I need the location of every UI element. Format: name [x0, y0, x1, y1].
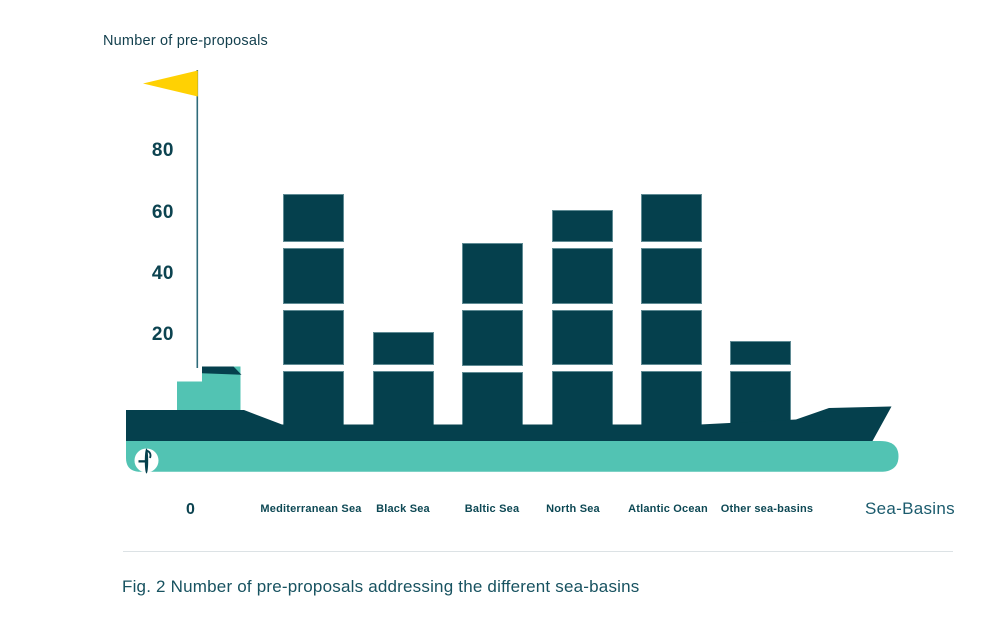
container-segment — [283, 194, 344, 243]
container-segment — [373, 371, 434, 430]
ship-waterline-stripe — [126, 441, 899, 472]
y-tick-label: 60 — [151, 201, 174, 223]
ship-bridge — [177, 366, 242, 413]
bridge-roof — [202, 366, 242, 375]
container-segment — [730, 371, 791, 430]
container-segment — [641, 309, 702, 366]
caption-divider — [123, 551, 953, 552]
bar-black-sea — [373, 332, 434, 430]
container-segment — [552, 248, 613, 304]
x-tick-label: Mediterranean Sea — [260, 503, 362, 515]
y-tick-label: 80 — [151, 140, 174, 162]
bar-mediterranean-sea — [283, 194, 344, 430]
bar-baltic-sea — [462, 243, 523, 430]
x-tick-label: Black Sea — [376, 503, 430, 515]
container-segment — [641, 248, 702, 304]
container-segment — [552, 309, 613, 366]
container-segment — [641, 371, 702, 430]
propeller-icon — [134, 448, 159, 474]
container-segment — [373, 332, 434, 366]
y-tick-label: 40 — [151, 262, 174, 284]
x-tick-label: Baltic Sea — [464, 503, 520, 515]
container-segment — [283, 371, 344, 430]
origin-tick-label: 0 — [186, 501, 195, 518]
bar-north-sea — [552, 209, 613, 430]
container-segment — [641, 194, 702, 243]
container-segment — [283, 309, 344, 366]
container-segment — [462, 371, 523, 430]
container-segment — [283, 248, 344, 304]
x-tick-label: Other sea-basins — [720, 503, 814, 515]
container-segment — [462, 243, 523, 304]
y-tick-label: 20 — [151, 324, 174, 346]
bar-other-sea-basins — [730, 341, 791, 430]
y-axis-title: Number of pre-proposals — [103, 33, 268, 49]
x-axis-title: Sea-Basins — [865, 499, 955, 518]
flag-icon — [143, 70, 198, 97]
container-segment — [552, 371, 613, 430]
x-tick-label: Atlantic Ocean — [628, 503, 708, 515]
container-segment — [552, 209, 613, 243]
bar-atlantic-ocean — [641, 194, 702, 430]
ship-hull-deck — [126, 406, 892, 441]
container-segment — [462, 310, 523, 366]
container-segment — [730, 341, 791, 366]
x-tick-label: North Sea — [546, 503, 600, 515]
figure-caption: Fig. 2 Number of pre-proposals addressin… — [122, 577, 640, 596]
